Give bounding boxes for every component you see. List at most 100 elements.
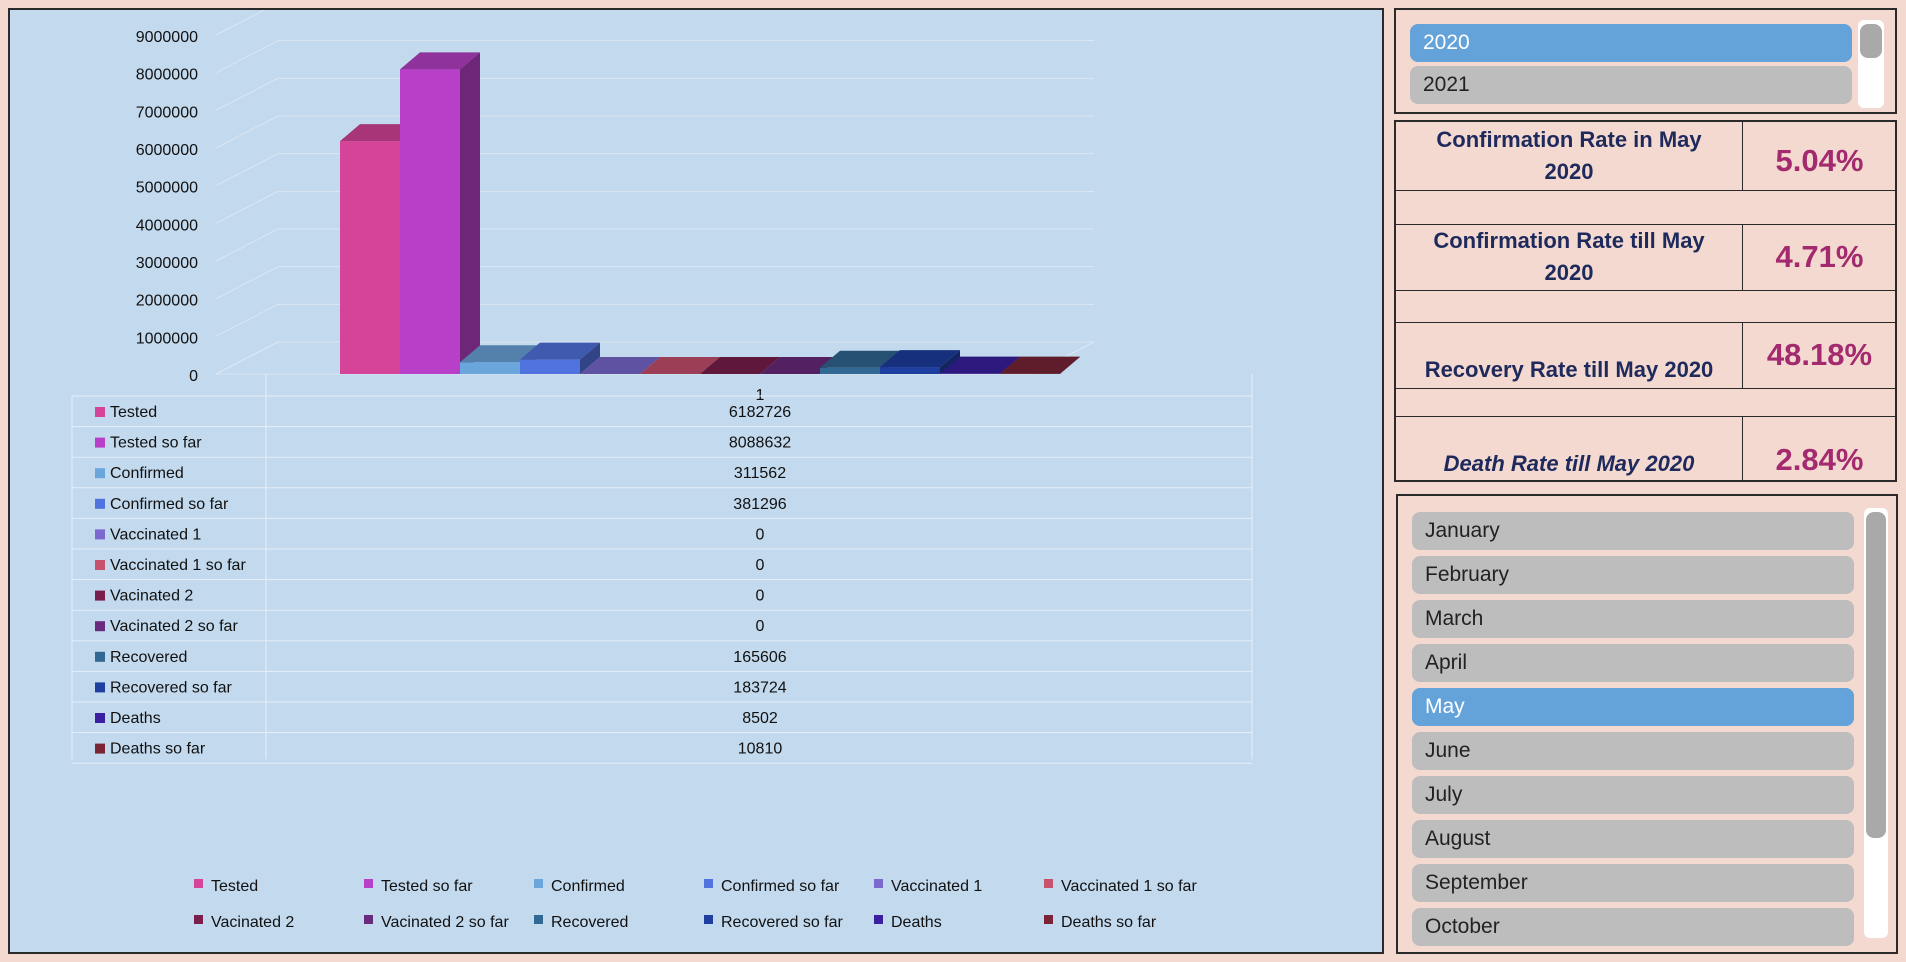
month-item-august[interactable]: August <box>1412 820 1854 858</box>
table-series-name-vacinated-2: Vacinated 2 <box>110 588 193 605</box>
table-series-name-vaccinated-1: Vaccinated 1 <box>110 526 201 543</box>
legend-label-deaths: Deaths <box>891 914 942 931</box>
table-value-tested: 6182726 <box>729 404 791 421</box>
year-scroll-thumb[interactable] <box>1860 24 1882 58</box>
month-item-september[interactable]: September <box>1412 864 1854 902</box>
bar-top-confirmed-so-far <box>520 342 600 360</box>
bar-recovered-so-far <box>880 367 940 374</box>
kpi-value-confirmation-rate-till: 4.71% <box>1775 239 1864 274</box>
table-series-name-confirmed: Confirmed <box>110 465 184 482</box>
table-value-confirmed: 311562 <box>734 465 786 482</box>
table-legend-key-tested <box>95 407 105 417</box>
bar-side-recovered-so-far <box>940 350 960 374</box>
bar-tested-so-far <box>400 69 460 375</box>
legend-key-tested-so-far <box>364 879 373 888</box>
table-legend-key-deaths-so-far <box>95 743 105 754</box>
legend-key-recovered-so-far <box>704 915 713 924</box>
month-item-october[interactable]: October <box>1412 908 1854 946</box>
bar-side-deaths-so-far <box>1060 356 1080 374</box>
table-legend-key-vacinated-2-so-far <box>95 621 105 632</box>
y-tick-label: 6000000 <box>136 142 198 159</box>
month-slicer: January February March April May June Ju… <box>1396 494 1898 954</box>
legend-label-recovered-so-far: Recovered so far <box>721 914 844 931</box>
y-tick-label: 1000000 <box>136 330 198 347</box>
bar-top-deaths-so-far <box>1000 356 1080 374</box>
table-series-name-vacinated-2-so-far: Vacinated 2 so far <box>110 618 238 635</box>
month-item-march[interactable]: March <box>1412 600 1854 638</box>
legend-key-tested <box>194 879 203 888</box>
table-legend-key-tested-so-far <box>95 437 105 448</box>
bar-top-tested-so-far <box>400 52 480 70</box>
y-tick-label: 5000000 <box>136 180 198 197</box>
legend-key-vacinated-2-so-far <box>364 915 373 924</box>
table-series-name-vaccinated-1-so-far: Vaccinated 1 so far <box>110 557 246 574</box>
gridline-depth <box>215 153 279 187</box>
y-tick-label: 4000000 <box>136 217 198 234</box>
month-scroll-thumb[interactable] <box>1866 512 1886 838</box>
bar-recovered <box>820 367 880 374</box>
table-series-name-deaths-so-far: Deaths so far <box>110 741 206 758</box>
gridline-depth <box>215 40 279 74</box>
kpi-label-recovery-rate: Recovery Rate till May 2020 <box>1424 357 1714 382</box>
year-scrollbar[interactable] <box>1858 20 1884 108</box>
bar-tested <box>340 141 400 374</box>
bar-confirmed <box>460 362 520 374</box>
month-item-january[interactable]: January <box>1412 512 1854 550</box>
month-item-may[interactable]: May <box>1412 688 1854 726</box>
chart-svg: 0 1000000 2000000 3000000 4000000 5000000 6000… <box>71 10 1253 931</box>
year-item-2020[interactable]: 2020 <box>1410 24 1852 62</box>
y-tick-label: 9000000 <box>136 29 198 46</box>
table-value-recovered: 165606 <box>733 649 786 666</box>
y-tick-label: 2000000 <box>136 293 198 310</box>
table-value-deaths-so-far: 10810 <box>738 741 783 758</box>
table-value-vaccinated-1-so-far: 0 <box>756 557 765 574</box>
table-legend-key-vacinated-2 <box>95 590 105 601</box>
kpi-value-death-rate: 2.84% <box>1775 442 1864 477</box>
gridline-depth <box>215 303 279 337</box>
legend-label-confirmed: Confirmed <box>551 878 625 895</box>
table-legend-key-deaths <box>95 713 105 723</box>
year-slicer: 2020 2021 <box>1394 8 1897 114</box>
gridline-depth <box>215 10 266 36</box>
month-item-july[interactable]: July <box>1412 776 1854 814</box>
y-tick-label: 0 <box>189 368 198 385</box>
month-item-june[interactable]: June <box>1412 732 1854 770</box>
table-legend-key-recovered <box>95 651 105 662</box>
legend-label-tested-so-far: Tested so far <box>381 878 473 895</box>
legend-label-confirmed-so-far: Confirmed so far <box>721 878 840 895</box>
bar-top-vaccinated-1 <box>580 357 660 374</box>
legend-key-confirmed-so-far <box>704 879 713 888</box>
table-legend-key-vaccinated-1 <box>95 529 105 540</box>
legend-key-recovered <box>534 915 543 924</box>
bar-confirmed-so-far <box>520 359 580 374</box>
table-series-name-tested: Tested <box>110 404 157 421</box>
chart-panel: 0 1000000 2000000 3000000 4000000 5000000 6000… <box>8 8 1384 954</box>
table-value-deaths: 8502 <box>742 710 778 727</box>
bar-top-vacinated-2 <box>700 357 780 374</box>
table-value-recovered-so-far: 183724 <box>733 679 786 696</box>
table-legend-key-confirmed <box>95 468 105 479</box>
month-scrollbar[interactable] <box>1864 508 1888 938</box>
y-tick-label: 8000000 <box>136 67 198 84</box>
legend-label-recovered: Recovered <box>551 914 628 931</box>
table-value-vacinated-2: 0 <box>756 588 765 605</box>
legend-label-vaccinated-1: Vaccinated 1 <box>891 878 982 895</box>
gridline-depth <box>215 228 279 262</box>
legend-key-confirmed <box>534 879 543 888</box>
legend-label-deaths-so-far: Deaths so far <box>1061 914 1157 931</box>
table-legend-key-recovered-so-far <box>95 682 105 693</box>
table-value-confirmed-so-far: 381296 <box>733 496 786 513</box>
legend-label-tested: Tested <box>211 878 258 895</box>
gridline-depth <box>215 115 279 149</box>
table-series-name-recovered: Recovered <box>110 649 187 666</box>
y-tick-label: 3000000 <box>136 255 198 272</box>
month-item-april[interactable]: April <box>1412 644 1854 682</box>
month-item-february[interactable]: February <box>1412 556 1854 594</box>
bar-side-confirmed-so-far <box>580 342 600 374</box>
table-value-vacinated-2-so-far: 0 <box>756 618 765 635</box>
bar-top-deaths <box>940 356 1020 374</box>
year-item-2021[interactable]: 2021 <box>1410 66 1852 104</box>
gridline-depth <box>215 77 279 111</box>
bar-top-confirmed <box>460 345 540 363</box>
kpi-label-death-rate: Death Rate till May 2020 <box>1443 451 1695 476</box>
